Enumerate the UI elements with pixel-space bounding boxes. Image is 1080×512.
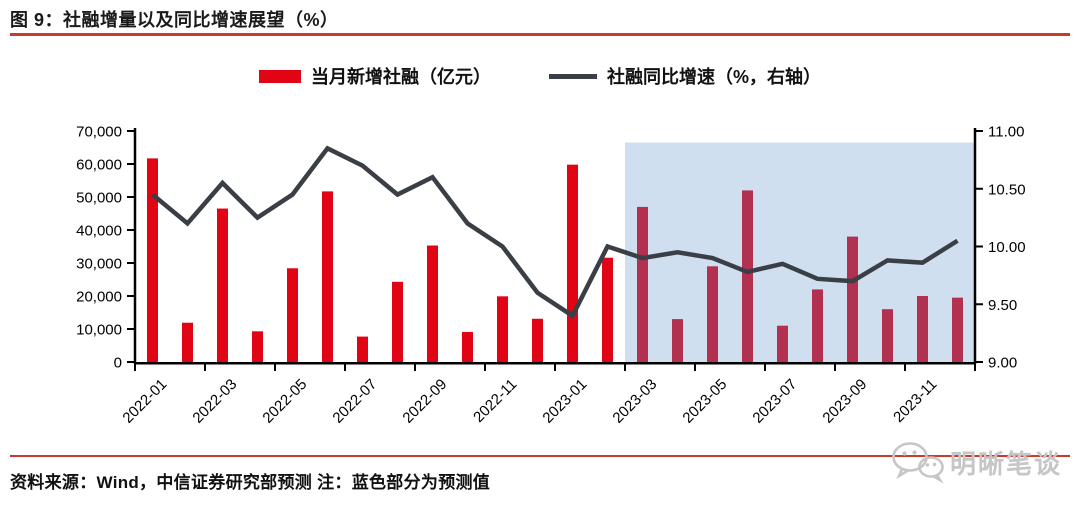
bar-2023-08 xyxy=(812,289,823,362)
source-note: 资料来源：Wind，中信证券研究部预测 注：蓝色部分为预测值 xyxy=(10,473,491,492)
watermark-text: 明晰笔谈 xyxy=(949,448,1062,479)
bar-2022-09 xyxy=(427,245,438,362)
line-series xyxy=(151,145,959,320)
x-axis-label: 2022-11 xyxy=(470,376,520,426)
x-axis-label: 2023-11 xyxy=(890,376,940,426)
bar-2023-07 xyxy=(777,325,788,362)
bar-2022-01 xyxy=(147,158,158,362)
bar-2022-12 xyxy=(532,318,543,362)
legend-item-bar-series: 当月新增社融（亿元） xyxy=(258,63,491,89)
line-series-swatch xyxy=(548,73,597,79)
bar-2023-06 xyxy=(742,190,753,362)
bar-2023-04 xyxy=(672,319,683,362)
bar-2023-02 xyxy=(602,257,613,362)
right-axis-label: 10.50 xyxy=(988,181,1026,198)
figure-title: 图 9：社融增量以及同比增速展望（%） xyxy=(10,10,339,30)
x-axis-label: 2023-07 xyxy=(749,376,800,427)
x-axis-label: 2023-01 xyxy=(539,376,590,427)
bar-2023-11 xyxy=(917,296,928,362)
bar-2023-12 xyxy=(952,297,963,362)
left-axis-label: 10,000 xyxy=(76,322,122,339)
bar-2023-03 xyxy=(637,206,648,362)
left-axis-label: 40,000 xyxy=(76,223,122,240)
forecast-region xyxy=(625,142,975,362)
bar-2022-02 xyxy=(182,322,193,362)
legend-item-line-series: 社融同比增速（%，右轴） xyxy=(548,63,821,89)
x-axis-label: 2023-05 xyxy=(679,376,730,427)
chart-legend: 当月新增社融（亿元） 社融同比增速（%，右轴） xyxy=(0,63,1080,89)
left-axis-label: 0 xyxy=(114,355,122,372)
bar-series-swatch xyxy=(258,69,301,83)
x-axis-label: 2022-03 xyxy=(189,376,240,427)
left-axis-label: 60,000 xyxy=(76,157,122,174)
bar-2022-04 xyxy=(252,331,263,362)
x-axis-label: 2022-05 xyxy=(259,376,310,427)
footer-rule xyxy=(10,455,1070,457)
bar-series-label: 当月新增社融（亿元） xyxy=(310,67,491,87)
line-series-label: 社融同比增速（%，右轴） xyxy=(606,67,821,87)
bar-2023-01 xyxy=(567,164,578,362)
wechat-chat-bubbles-icon xyxy=(892,442,944,484)
watermark: 明晰笔谈 xyxy=(889,440,1062,484)
x-axis-label: 2023-03 xyxy=(609,376,660,427)
right-axis-label: 10.00 xyxy=(988,239,1026,256)
x-axis-label: 2022-01 xyxy=(119,376,170,427)
right-axis-label: 11.00 xyxy=(988,124,1024,141)
right-axis-label: 9.50 xyxy=(988,297,1017,314)
right-axis-label: 9.00 xyxy=(988,355,1017,372)
bar-2022-10 xyxy=(462,331,473,362)
x-axis-label: 2022-07 xyxy=(329,376,380,427)
bar-2022-11 xyxy=(497,296,508,362)
left-axis-label: 50,000 xyxy=(76,190,122,207)
bar-2022-06 xyxy=(322,191,333,362)
x-axis-label: 2023-09 xyxy=(819,376,870,427)
left-axis-label: 70,000 xyxy=(76,124,122,141)
bar-2023-10 xyxy=(882,309,893,362)
bar-2023-09 xyxy=(847,236,858,362)
bar-2022-03 xyxy=(217,208,228,362)
bar-2022-05 xyxy=(287,268,298,362)
left-axis-label: 30,000 xyxy=(76,256,122,273)
title-rule xyxy=(10,33,1070,36)
x-axis-label: 2022-09 xyxy=(399,376,450,427)
left-axis-label: 20,000 xyxy=(76,289,122,306)
bar-2022-08 xyxy=(392,281,403,362)
bar-2022-07 xyxy=(357,336,368,362)
bar-2023-05 xyxy=(707,266,718,362)
